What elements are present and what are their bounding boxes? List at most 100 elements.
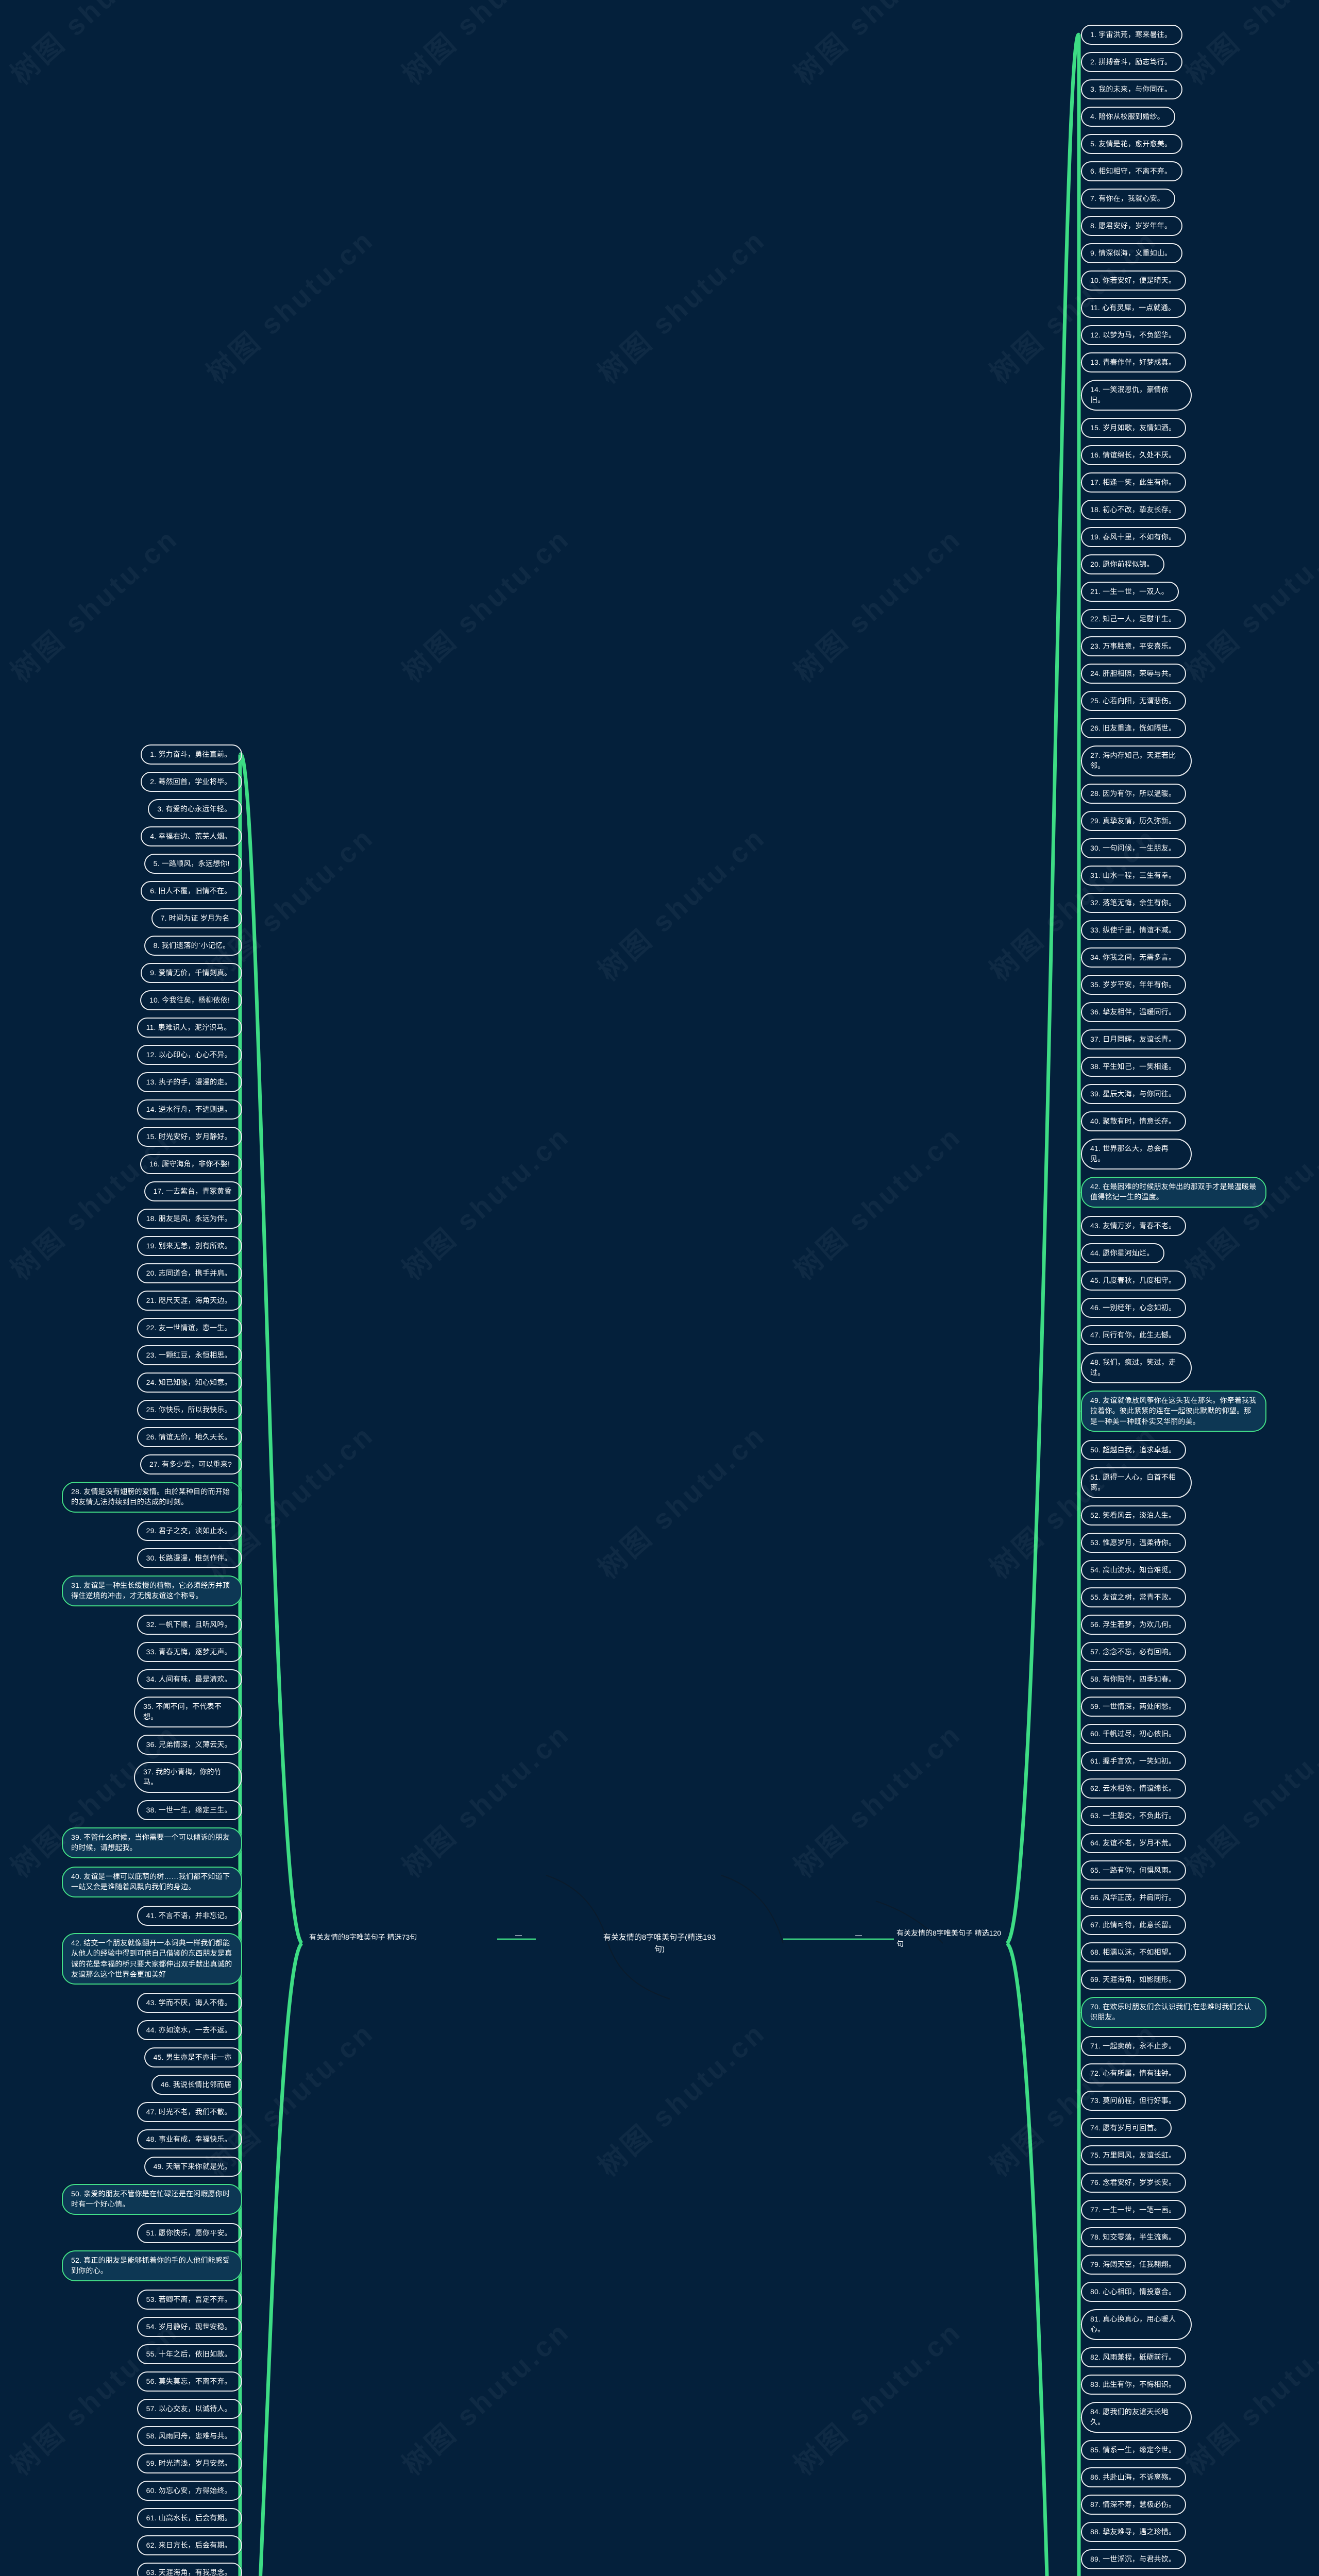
mindmap-node[interactable]: 20. 愿你前程似锦。 bbox=[1081, 554, 1165, 575]
mindmap-node[interactable]: 8. 我们遗落的`小记忆。 bbox=[144, 936, 242, 956]
mindmap-node[interactable]: 22. 知己一人，足慰平生。 bbox=[1081, 609, 1187, 630]
mindmap-node[interactable]: 32. 落笔无悔，余生有你。 bbox=[1081, 893, 1187, 913]
mindmap-node[interactable]: 43. 友情万岁，青春不老。 bbox=[1081, 1216, 1187, 1236]
mindmap-node[interactable]: 57. 以心交友，以诚待人。 bbox=[137, 2399, 242, 2419]
mindmap-node[interactable]: 46. 我说长情比邻而居 bbox=[151, 2075, 242, 2095]
mindmap-node[interactable]: 17. 一去紫台，青冢黄昏 bbox=[144, 1181, 242, 1202]
mindmap-node[interactable]: 11. 心有灵犀，一点就通。 bbox=[1081, 298, 1187, 318]
mindmap-node[interactable]: 3. 我的未来，与你同在。 bbox=[1081, 79, 1182, 100]
mindmap-node[interactable]: 26. 旧友重逢，恍如隔世。 bbox=[1081, 718, 1187, 739]
mindmap-node[interactable]: 10. 你若安好，便是晴天。 bbox=[1081, 270, 1187, 291]
mindmap-node[interactable]: 30. 长路漫漫，惟剑作伴。 bbox=[137, 1548, 242, 1569]
mindmap-node[interactable]: 1. 宇宙洪荒，寒来暑往。 bbox=[1081, 25, 1182, 45]
mindmap-node[interactable]: 81. 真心换真心，用心暖人心。 bbox=[1081, 2309, 1192, 2340]
mindmap-node[interactable]: 17. 相逢一笑，此生有你。 bbox=[1081, 472, 1187, 493]
mindmap-node[interactable]: 29. 真挚友情，历久弥新。 bbox=[1081, 811, 1187, 832]
mindmap-node[interactable]: 18. 朋友是风，永远为伴。 bbox=[137, 1209, 242, 1229]
mindmap-node[interactable]: 60. 勿忘心安，方得始终。 bbox=[137, 2481, 242, 2501]
mindmap-node[interactable]: 61. 握手言欢，一笑如初。 bbox=[1081, 1751, 1187, 1772]
mindmap-node[interactable]: 69. 天涯海角，如影随形。 bbox=[1081, 1970, 1187, 1990]
mindmap-node[interactable]: 71. 一起卖萌，永不止步。 bbox=[1081, 2036, 1187, 2057]
mindmap-node[interactable]: 78. 知交零落，半生流离。 bbox=[1081, 2227, 1187, 2248]
mindmap-node[interactable]: 40. 友谊是一棵可以庇荫的树……我们都不知道下一站又会是谁随着风飘向我们的身边… bbox=[62, 1867, 242, 1897]
mindmap-node[interactable]: 63. 一生挚交，不负此行。 bbox=[1081, 1806, 1187, 1826]
mindmap-node[interactable]: 65. 一路有你，何惧风雨。 bbox=[1081, 1860, 1187, 1881]
mindmap-node[interactable]: 37. 我的小青梅，你的竹马。 bbox=[134, 1762, 242, 1793]
mindmap-node[interactable]: 36. 挚友相伴，温暖同行。 bbox=[1081, 1002, 1187, 1023]
mindmap-node[interactable]: 16. 厮守海角，非你不娶! bbox=[140, 1154, 242, 1175]
mindmap-node[interactable]: 31. 山水一程，三生有幸。 bbox=[1081, 866, 1187, 886]
mindmap-node[interactable]: 53. 惟愿岁月，温柔待你。 bbox=[1081, 1533, 1187, 1553]
mindmap-node[interactable]: 34. 人间有味，最是清欢。 bbox=[137, 1669, 242, 1690]
mindmap-node[interactable]: 41. 不言不语，并非忘记。 bbox=[137, 1906, 242, 1926]
mindmap-node[interactable]: 14. 逆水行舟，不进则退。 bbox=[137, 1099, 242, 1120]
mindmap-node[interactable]: 68. 相濡以沫，不如相望。 bbox=[1081, 1942, 1187, 1963]
mindmap-node[interactable]: 58. 风雨同舟，患难与共。 bbox=[137, 2426, 242, 2447]
mindmap-node[interactable]: 52. 真正的朋友是能够抓着你的手的人他们能感受到你的心。 bbox=[62, 2250, 242, 2281]
mindmap-node[interactable]: 38. 平生知己，一笑相逢。 bbox=[1081, 1057, 1187, 1077]
mindmap-node[interactable]: 15. 岁月如歌，友情如酒。 bbox=[1081, 418, 1187, 438]
mindmap-node[interactable]: 56. 浮生若梦，为欢几何。 bbox=[1081, 1615, 1187, 1635]
mindmap-node[interactable]: 25. 你快乐，所以我快乐。 bbox=[137, 1400, 242, 1420]
mindmap-node[interactable]: 16. 情谊绵长，久处不厌。 bbox=[1081, 445, 1187, 466]
mindmap-node[interactable]: 5. 友情是花，愈开愈美。 bbox=[1081, 134, 1182, 155]
mindmap-node[interactable]: 19. 别来无恙，别有所欢。 bbox=[137, 1236, 242, 1257]
mindmap-node[interactable]: 52. 笑看风云，淡泊人生。 bbox=[1081, 1505, 1187, 1526]
mindmap-node[interactable]: 5. 一路顺风，永远想你! bbox=[144, 854, 242, 874]
mindmap-node[interactable]: 10. 今我往矣，杨柳依依! bbox=[140, 990, 242, 1011]
mindmap-node[interactable]: 34. 你我之间，无需多言。 bbox=[1081, 947, 1187, 968]
mindmap-node[interactable]: 50. 超越自我，追求卓越。 bbox=[1081, 1440, 1187, 1461]
mindmap-node[interactable]: 6. 相知相守，不离不弃。 bbox=[1081, 161, 1182, 182]
mindmap-node[interactable]: 26. 情谊无价，地久天长。 bbox=[137, 1427, 242, 1448]
mindmap-node[interactable]: 8. 愿君安好，岁岁年年。 bbox=[1081, 216, 1182, 236]
mindmap-node[interactable]: 85. 情系一生，缘定今世。 bbox=[1081, 2440, 1187, 2461]
mindmap-node[interactable]: 9. 爱情无价，千情刻真。 bbox=[141, 963, 242, 984]
mindmap-node[interactable]: 33. 青春无悔，逐梦无声。 bbox=[137, 1642, 242, 1663]
mindmap-node[interactable]: 31. 友谊是一种生长缓慢的植物，它必须经历并顶得住逆境的冲击，才无愧友谊这个称… bbox=[62, 1575, 242, 1606]
mindmap-node[interactable]: 27. 海内存知己，天涯若比邻。 bbox=[1081, 745, 1192, 776]
mindmap-node[interactable]: 13. 执子的手，漫漫的走。 bbox=[137, 1072, 242, 1093]
mindmap-node[interactable]: 53. 若卿不离，吾定不弃。 bbox=[137, 2290, 242, 2310]
mindmap-node[interactable]: 20. 志同道合，携手并肩。 bbox=[137, 1263, 242, 1284]
mindmap-node[interactable]: 51. 愿得一人心，白首不相离。 bbox=[1081, 1467, 1192, 1498]
mindmap-node[interactable]: 14. 一笑泯恩仇，豪情依旧。 bbox=[1081, 380, 1192, 411]
mindmap-node[interactable]: 73. 莫问前程，但行好事。 bbox=[1081, 2091, 1187, 2111]
mindmap-node[interactable]: 42. 在最困难的时候朋友伸出的那双手才是最温暖最值得铭记一生的温度。 bbox=[1081, 1177, 1266, 1208]
mindmap-node[interactable]: 45. 几度春秋，几度相守。 bbox=[1081, 1270, 1187, 1291]
mindmap-node[interactable]: 44. 亦如流水，一去不返。 bbox=[137, 2020, 242, 2041]
mindmap-node[interactable]: 48. 事业有成，幸福快乐。 bbox=[137, 2129, 242, 2150]
mindmap-node[interactable]: 51. 愿你快乐，愿你平安。 bbox=[137, 2223, 242, 2244]
mindmap-node[interactable]: 57. 念念不忘，必有回响。 bbox=[1081, 1642, 1187, 1663]
mindmap-node[interactable]: 49. 天暗下来你就是光。 bbox=[144, 2157, 242, 2177]
mindmap-node[interactable]: 2. 蓦然回首，学业将毕。 bbox=[141, 772, 242, 792]
mindmap-node[interactable]: 47. 时光不老，我们不散。 bbox=[137, 2102, 242, 2123]
mindmap-node[interactable]: 62. 云水相依，情谊绵长。 bbox=[1081, 1778, 1187, 1799]
mindmap-node[interactable]: 80. 心心相印，情投意合。 bbox=[1081, 2282, 1187, 2302]
mindmap-node[interactable]: 1. 努力奋斗，勇往直前。 bbox=[141, 744, 242, 765]
mindmap-node[interactable]: 13. 青春作伴，好梦成真。 bbox=[1081, 352, 1187, 373]
mindmap-node[interactable]: 18. 初心不改，挚友长存。 bbox=[1081, 500, 1187, 520]
mindmap-node[interactable]: 6. 旧人不覆，旧情不在。 bbox=[141, 881, 242, 902]
mindmap-node[interactable]: 12. 以梦为马，不负韶华。 bbox=[1081, 325, 1187, 346]
mindmap-node[interactable]: 9. 情深似海，义重如山。 bbox=[1081, 243, 1182, 264]
mindmap-node[interactable]: 23. 一颗红豆，永恒相思。 bbox=[137, 1345, 242, 1366]
mindmap-node[interactable]: 30. 一句问候，一生朋友。 bbox=[1081, 838, 1187, 859]
mindmap-node[interactable]: 59. 时光清浅，岁月安然。 bbox=[137, 2453, 242, 2474]
mindmap-node[interactable]: 89. 一世浮沉，与君共饮。 bbox=[1081, 2549, 1187, 2570]
mindmap-node[interactable]: 62. 来日方长，后会有期。 bbox=[137, 2535, 242, 2556]
mindmap-node[interactable]: 24. 肝胆相照，荣辱与共。 bbox=[1081, 664, 1187, 684]
mindmap-node[interactable]: 15. 时光安好，岁月静好。 bbox=[137, 1127, 242, 1147]
mindmap-node[interactable]: 43. 学而不厌，诲人不倦。 bbox=[137, 1993, 242, 2013]
mindmap-node[interactable]: 27. 有多少爱，可以重来? bbox=[140, 1454, 242, 1475]
mindmap-node[interactable]: 41. 世界那么大，总会再见。 bbox=[1081, 1139, 1192, 1170]
mindmap-node[interactable]: 19. 春风十里，不如有你。 bbox=[1081, 527, 1187, 548]
mindmap-node[interactable]: 88. 挚友难寻，遇之珍惜。 bbox=[1081, 2522, 1187, 2543]
mindmap-node[interactable]: 63. 天涯海角，有我思念。 bbox=[137, 2563, 242, 2576]
mindmap-node[interactable]: 86. 共赴山海，不诉离殇。 bbox=[1081, 2467, 1187, 2488]
mindmap-node[interactable]: 45. 男生亦是不亦非一亦 bbox=[144, 2047, 242, 2068]
mindmap-node[interactable]: 37. 日月同辉，友谊长青。 bbox=[1081, 1029, 1187, 1050]
mindmap-node[interactable]: 67. 此情可待，此意长留。 bbox=[1081, 1915, 1187, 1936]
mindmap-node[interactable]: 79. 海阔天空，任我翱翔。 bbox=[1081, 2255, 1187, 2275]
mindmap-node[interactable]: 50. 亲爱的朋友不管你是在忙碌还是在闲暇愿你时时有一个好心情。 bbox=[62, 2184, 242, 2215]
mindmap-node[interactable]: 2. 拼搏奋斗，励志笃行。 bbox=[1081, 52, 1182, 73]
